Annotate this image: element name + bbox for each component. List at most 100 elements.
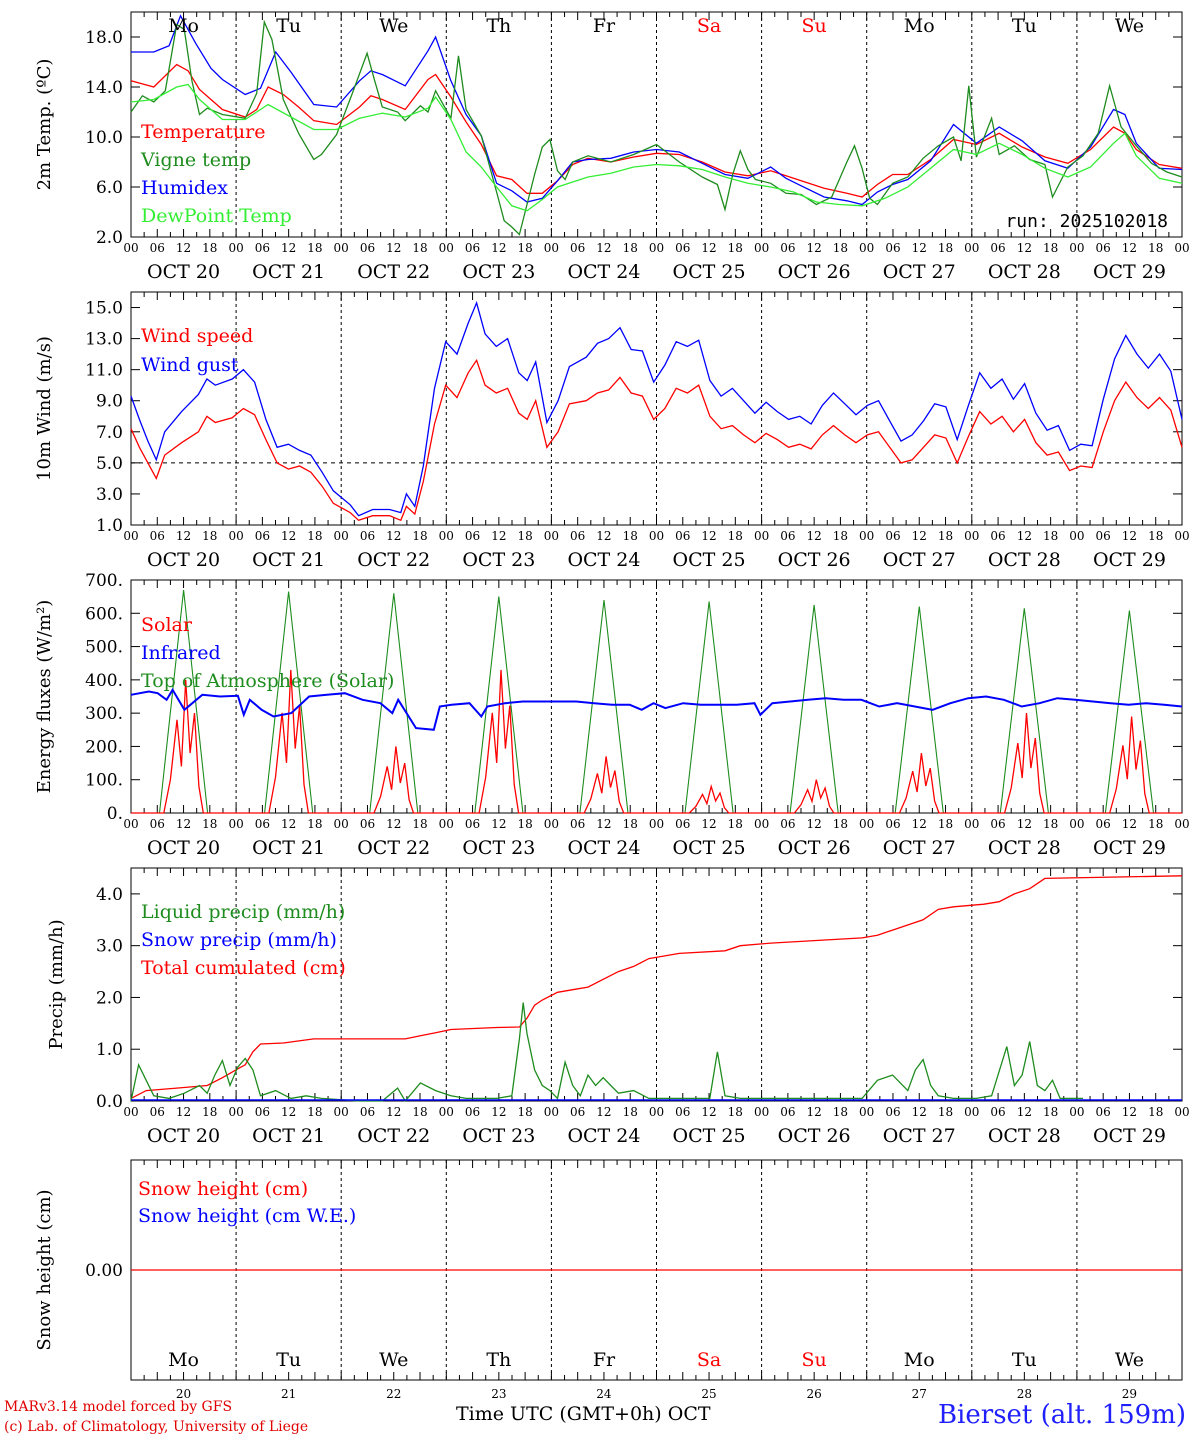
y-tick-label: 200. (85, 737, 123, 757)
hour-tick-label: 06 (255, 529, 270, 543)
date-label: OCT 27 (883, 261, 956, 283)
hour-tick-label: 18 (1043, 241, 1058, 255)
hour-tick-label: 18 (412, 529, 427, 543)
hour-tick-label: 06 (570, 529, 585, 543)
hour-tick-label: 00 (1174, 529, 1189, 543)
hour-tick-label: 18 (623, 241, 638, 255)
date-number: 27 (912, 1387, 927, 1401)
panel-temperature: 00 06 12 18 00 06 12 18 00 06 12 18 00 06 12 18 00 06 12 18… (34, 11, 1190, 283)
hour-tick-label: 00 (334, 241, 349, 255)
hour-tick-label: 12 (1122, 1105, 1137, 1119)
hour-tick-label: 18 (517, 817, 532, 831)
date-label: OCT 28 (988, 837, 1061, 859)
hour-tick-label: 00 (649, 817, 664, 831)
hour-tick-label: 06 (1096, 529, 1111, 543)
y-tick-label: 10.0 (85, 128, 123, 148)
hour-tick-label: 12 (701, 241, 716, 255)
y-axis-label: Energy fluxes (W/m²) (34, 600, 55, 794)
hour-tick-label: 12 (491, 241, 506, 255)
hour-tick-label: 12 (176, 529, 191, 543)
hour-tick-label: 18 (938, 241, 953, 255)
legend-entry: Infrared (141, 642, 221, 664)
hour-tick-label: 12 (281, 1105, 296, 1119)
date-label: OCT 20 (147, 1125, 220, 1147)
hour-tick-label: 18 (623, 817, 638, 831)
hour-tick-label: 06 (990, 1105, 1005, 1119)
y-tick-label: 2.0 (96, 228, 123, 248)
weekday-bottom: Su (802, 1349, 827, 1371)
hour-tick-label: 18 (307, 241, 322, 255)
hour-tick-label: 06 (150, 529, 165, 543)
weekday-top: Th (486, 15, 511, 37)
date-label: OCT 23 (462, 549, 535, 571)
date-number: 22 (386, 1387, 401, 1401)
series-wind-gust (130, 300, 1183, 517)
hour-tick-label: 12 (912, 1105, 927, 1119)
hour-tick-label: 06 (780, 1105, 795, 1119)
y-tick-label: 100. (85, 771, 123, 791)
hour-tick-label: 06 (990, 817, 1005, 831)
hour-tick-label: 00 (544, 241, 559, 255)
hour-tick-label: 00 (649, 529, 664, 543)
hour-tick-label: 18 (412, 241, 427, 255)
hour-tick-label: 12 (912, 529, 927, 543)
legend-entry: Top of Atmosphere (Solar) (141, 670, 394, 692)
date-number: 28 (1017, 1387, 1032, 1401)
date-number: 25 (701, 1387, 716, 1401)
legend-entry: Wind gust (141, 354, 239, 376)
hour-tick-label: 18 (623, 529, 638, 543)
hour-tick-label: 00 (439, 241, 454, 255)
hour-tick-label: 06 (675, 817, 690, 831)
hour-tick-label: 00 (859, 817, 874, 831)
weekday-bottom: Tu (1012, 1349, 1037, 1371)
legend-entry: Wind speed (141, 325, 253, 347)
hour-tick-label: 06 (780, 817, 795, 831)
date-label: OCT 20 (147, 549, 220, 571)
series-infrared (130, 687, 1183, 731)
y-tick-label: 13.0 (85, 330, 123, 350)
hour-tick-label: 12 (596, 529, 611, 543)
hour-tick-label: 00 (544, 529, 559, 543)
weekday-top: Su (802, 15, 827, 37)
legend-entry: Solar (141, 614, 193, 636)
hour-tick-label: 18 (412, 817, 427, 831)
y-tick-label: 1.0 (96, 1040, 123, 1060)
hour-tick-label: 12 (596, 241, 611, 255)
hour-tick-label: 12 (807, 1105, 822, 1119)
hour-tick-label: 00 (649, 241, 664, 255)
y-tick-label: 9.0 (96, 392, 123, 412)
hour-tick-label: 06 (150, 817, 165, 831)
hour-tick-label: 06 (150, 1105, 165, 1119)
hour-tick-label: 18 (938, 1105, 953, 1119)
legend-entry: Vigne temp (140, 149, 251, 171)
station-label: Bierset (alt. 159m) (937, 1400, 1186, 1430)
legend-entry: DewPoint Temp (141, 205, 292, 227)
weekday-bottom: Mo (168, 1349, 199, 1371)
hour-tick-label: 12 (701, 529, 716, 543)
weekday-bottom: Th (486, 1349, 511, 1371)
panel-energy: 00 06 12 18 00 06 12 18 00 06 12 18 00 06 12 18 00 06 12 18… (34, 571, 1190, 859)
hour-tick-label: 18 (938, 529, 953, 543)
y-tick-label: 11.0 (85, 361, 123, 381)
hour-tick-label: 00 (228, 529, 243, 543)
date-label: OCT 25 (673, 837, 746, 859)
hour-tick-label: 18 (1148, 817, 1163, 831)
hour-tick-label: 06 (570, 1105, 585, 1119)
hour-tick-label: 00 (964, 241, 979, 255)
legend-entry: Liquid precip (mm/h) (141, 901, 345, 923)
panel-wind: 00 06 12 18 00 06 12 18 00 06 12 18 00 06 12 18 00 06 12 18… (34, 291, 1190, 571)
legend-entry: Snow height (cm W.E.) (138, 1205, 356, 1227)
date-label: OCT 26 (778, 261, 851, 283)
y-tick-label: 4.0 (96, 885, 123, 905)
hour-tick-label: 18 (1043, 817, 1058, 831)
y-tick-label: 500. (85, 638, 123, 658)
series-solar (131, 669, 1182, 814)
y-tick-label: 1.0 (96, 516, 123, 536)
hour-tick-label: 12 (176, 817, 191, 831)
date-label: OCT 24 (567, 1125, 640, 1147)
hour-tick-label: 12 (912, 241, 927, 255)
credit-lab: (c) Lab. of Climatology, University of L… (4, 1419, 309, 1435)
series-liquid-precip-mm-h- (130, 1002, 1083, 1103)
hour-tick-label: 00 (1069, 817, 1084, 831)
hour-tick-label: 00 (439, 529, 454, 543)
